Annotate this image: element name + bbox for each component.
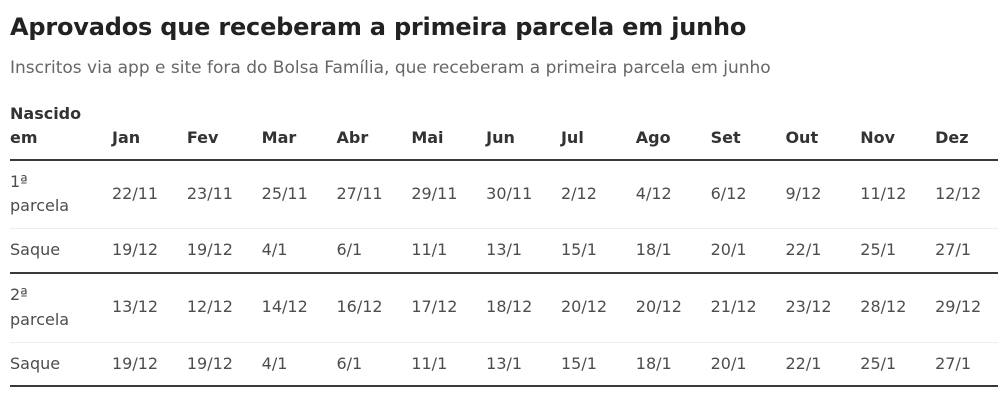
column-header-month-mar: Mar: [261, 127, 297, 147]
date-cell: 19/12: [112, 240, 159, 260]
date-cell: 9/12: [785, 184, 822, 204]
payment-schedule-widget: Aprovados que receberam a primeira parce…: [10, 13, 998, 388]
date-cell: 20/12: [635, 297, 682, 317]
date-cell: 22/11: [112, 184, 159, 204]
column-header-month-fev: Fev: [186, 127, 219, 147]
date-cell: 29/12: [935, 297, 982, 317]
column-header-month-ago: Ago: [635, 127, 671, 147]
column-header-nascido-em: Nascido em: [10, 103, 82, 147]
column-header-month-jun: Jun: [486, 127, 515, 147]
date-cell: 13/12: [112, 297, 159, 317]
date-cell: 11/1: [411, 353, 448, 373]
page-title: Aprovados que receberam a primeira parce…: [10, 13, 747, 41]
date-cell: 19/12: [186, 240, 233, 260]
row-label: 2ª parcela: [10, 285, 70, 329]
table-header: Nascido em Jan Fev Mar Abr Mai Jun Jul Ago Set Ou…: [10, 92, 998, 160]
date-cell: 30/11: [486, 184, 533, 204]
column-header-month-jul: Jul: [560, 127, 584, 147]
column-header-month-jan: Jan: [112, 127, 141, 147]
row-label: Saque: [10, 240, 61, 260]
date-cell: 19/12: [186, 353, 233, 373]
date-cell: 12/12: [186, 297, 233, 317]
date-cell: 4/1: [261, 353, 288, 373]
table-header-row: Nascido em Jan Fev Mar Abr Mai Jun Jul Ago Set Ou…: [10, 92, 998, 160]
date-cell: 14/12: [261, 297, 308, 317]
date-cell: 29/11: [411, 184, 458, 204]
row-label: Saque: [10, 353, 61, 373]
date-cell: 20/1: [710, 240, 747, 260]
date-cell: 11/1: [411, 240, 448, 260]
date-cell: 18/12: [486, 297, 533, 317]
date-cell: 6/12: [710, 184, 747, 204]
column-header-month-nov: Nov: [860, 127, 896, 147]
date-cell: 11/12: [860, 184, 907, 204]
date-cell: 12/12: [935, 184, 982, 204]
date-cell: 17/12: [411, 297, 458, 317]
column-header-month-set: Set: [710, 127, 741, 147]
date-cell: 20/12: [560, 297, 608, 317]
date-cell: 28/12: [860, 297, 907, 317]
date-cell: 21/12: [710, 297, 757, 317]
table-row: 2ª parcela 13/12 12/12 14/12 16/12 17/12 18/12…: [10, 273, 998, 343]
date-cell: 16/12: [336, 297, 383, 317]
date-cell: 25/1: [860, 240, 897, 260]
date-cell: 13/1: [486, 240, 523, 260]
date-cell: 22/1: [785, 353, 822, 373]
date-cell: 15/1: [560, 240, 597, 260]
table-row: Saque 19/12 19/12 4/1 6/1 11/1 13/1 15/1 18/1 20/…: [10, 229, 998, 274]
date-cell: 6/1: [336, 353, 363, 373]
date-cell: 4/12: [635, 184, 672, 204]
date-cell: 27/1: [935, 353, 972, 373]
date-cell: 6/1: [336, 240, 363, 260]
date-cell: 23/11: [186, 184, 233, 204]
date-cell: 19/12: [112, 353, 159, 373]
page-subtitle: Inscritos via app e site fora do Bolsa F…: [10, 57, 771, 78]
table-body: 1ª parcela 22/11 23/11 25/11 27/11 29/11 30/11…: [10, 160, 998, 387]
date-cell: 13/1: [486, 353, 523, 373]
date-cell: 27/1: [935, 240, 972, 260]
date-cell: 4/1: [261, 240, 288, 260]
date-cell: 25/1: [860, 353, 897, 373]
row-label: 1ª parcela: [10, 171, 70, 216]
date-cell: 18/1: [635, 353, 672, 373]
date-cell: 20/1: [710, 353, 747, 373]
column-header-month-mai: Mai: [411, 127, 444, 147]
date-cell: 18/1: [635, 240, 672, 260]
payment-schedule-table: Nascido em Jan Fev Mar Abr Mai Jun Jul Ago Set Ou…: [10, 92, 998, 388]
column-header-month-dez: Dez: [935, 127, 969, 147]
date-cell: 25/11: [261, 184, 308, 204]
table-row: 1ª parcela 22/11 23/11 25/11 27/11 29/11 30/11…: [10, 160, 998, 229]
column-header-month-abr: Abr: [336, 127, 369, 147]
date-cell: 22/1: [785, 240, 822, 260]
date-cell: 27/11: [336, 184, 383, 204]
column-header-month-out: Out: [785, 127, 819, 147]
table-row: Saque 19/12 19/12 4/1 6/1 11/1 13/1 15/1 18/1 20/…: [10, 342, 998, 387]
date-cell: 23/12: [785, 297, 832, 317]
date-cell: 15/1: [560, 353, 597, 373]
date-cell: 2/12: [560, 184, 597, 204]
